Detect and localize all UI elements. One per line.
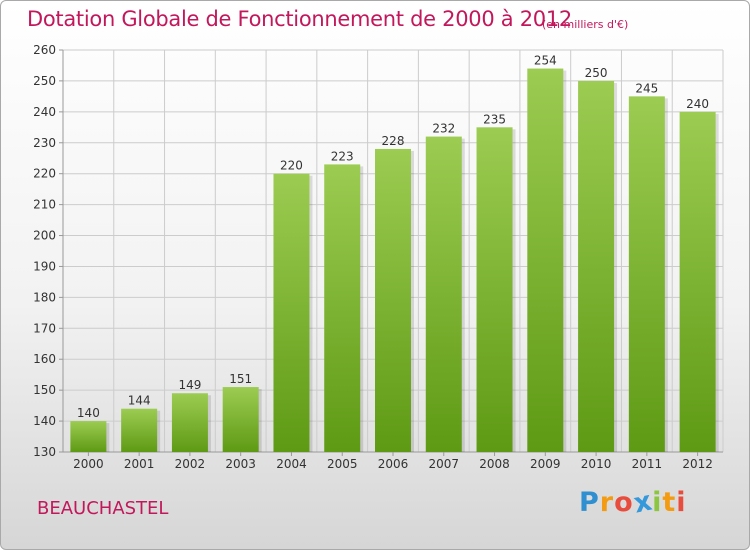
y-tick-label: 130 bbox=[33, 445, 56, 459]
bar bbox=[527, 68, 564, 453]
bar-value-label: 228 bbox=[382, 134, 405, 148]
bar-value-label: 240 bbox=[686, 97, 709, 111]
x-tick-label: 2001 bbox=[124, 457, 155, 471]
y-tick-label: 240 bbox=[33, 105, 56, 119]
logo-letter: o bbox=[614, 487, 634, 518]
bar-value-label: 245 bbox=[635, 81, 658, 95]
bar bbox=[425, 136, 462, 453]
bar-value-label: 223 bbox=[331, 149, 354, 163]
y-tick-label: 180 bbox=[33, 290, 56, 304]
bar bbox=[324, 164, 361, 452]
proxiti-logo: Proxiti bbox=[579, 485, 687, 519]
chart-title: Dotation Globale de Fonctionnement de 20… bbox=[27, 7, 572, 31]
y-tick-label: 140 bbox=[33, 414, 56, 428]
logo-letter: P bbox=[579, 487, 600, 518]
bar bbox=[273, 173, 310, 452]
y-tick-label: 200 bbox=[33, 229, 56, 243]
bar bbox=[70, 421, 107, 452]
bar-value-label: 232 bbox=[432, 122, 455, 136]
logo-letter: t bbox=[662, 487, 677, 518]
y-tick-label: 260 bbox=[33, 43, 56, 57]
chart-subtitle: (en milliers d'€) bbox=[542, 18, 629, 31]
y-tick-label: 150 bbox=[33, 383, 56, 397]
commune-name: BEAUCHASTEL bbox=[37, 498, 169, 519]
x-tick-label: 2012 bbox=[682, 457, 713, 471]
bars bbox=[70, 68, 719, 453]
y-tick-label: 230 bbox=[33, 136, 56, 150]
bar bbox=[476, 127, 513, 453]
bar-value-label: 151 bbox=[229, 372, 252, 386]
y-tick-label: 160 bbox=[33, 352, 56, 366]
x-tick-label: 2010 bbox=[581, 457, 612, 471]
bar-value-label: 250 bbox=[585, 66, 608, 80]
bar bbox=[375, 148, 411, 452]
logo-letter: i bbox=[676, 487, 687, 518]
y-tick-label: 220 bbox=[33, 167, 56, 181]
x-tick-label: 2009 bbox=[530, 457, 561, 471]
bar bbox=[578, 80, 615, 452]
y-tick-label: 190 bbox=[33, 259, 56, 273]
bar bbox=[171, 393, 208, 452]
y-tick-label: 250 bbox=[33, 74, 56, 88]
bar-value-label: 149 bbox=[178, 378, 201, 392]
bar bbox=[222, 387, 259, 452]
x-tick-label: 2004 bbox=[276, 457, 307, 471]
x-tick-label: 2011 bbox=[632, 457, 663, 471]
y-tick-label: 170 bbox=[33, 321, 56, 335]
bar bbox=[628, 96, 665, 452]
x-tick-label: 2000 bbox=[73, 457, 104, 471]
labels: 130 140 150 160 170 180 190 200 210 220 230 240 250 2… bbox=[33, 43, 713, 471]
x-tick-label: 2005 bbox=[327, 457, 358, 471]
x-tick-label: 2007 bbox=[428, 457, 459, 471]
bar bbox=[121, 408, 158, 452]
x-tick-label: 2003 bbox=[225, 457, 256, 471]
x-tick-label: 2002 bbox=[175, 457, 206, 471]
x-tick-label: 2008 bbox=[479, 457, 510, 471]
logo-letter: i bbox=[652, 487, 663, 518]
y-tick-label: 210 bbox=[33, 198, 56, 212]
bar bbox=[679, 111, 716, 452]
bar-value-label: 254 bbox=[534, 54, 557, 68]
logo-letter: r bbox=[599, 487, 615, 518]
bar-value-label: 144 bbox=[128, 394, 151, 408]
x-tick-label: 2006 bbox=[378, 457, 409, 471]
bar-value-label: 140 bbox=[77, 406, 100, 420]
bar-value-label: 220 bbox=[280, 159, 303, 173]
bar-value-label: 235 bbox=[483, 112, 506, 126]
